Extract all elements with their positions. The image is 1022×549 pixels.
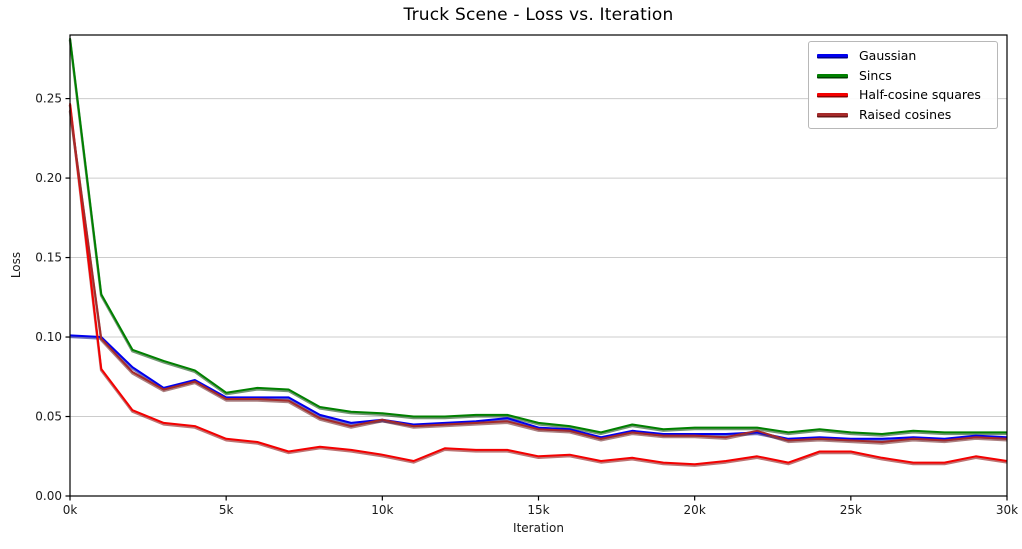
legend-label-sincs: Sincs — [859, 67, 892, 83]
series-line-shadow-raised-cosines — [68, 110, 1008, 445]
y-tick-label-0.20: 0.20 — [35, 171, 62, 185]
series-line-half-cosine-squares — [69, 103, 1008, 466]
series-line-shadow-sincs — [68, 39, 1007, 437]
x-tick-label-25k: 25k — [840, 503, 862, 517]
legend-entry-sincs: Sincs — [817, 66, 989, 84]
legend-label-half-cosine-squares: Half-cosine squares — [859, 87, 981, 103]
axis-tick-labels: 0k 5k 10k 15k 20k 25k 30k 0.00 0.05 0.10 0.15 0.20 0… — [35, 92, 1018, 517]
legend-entry-half-cosine-squares: Half-cosine squares — [817, 86, 989, 104]
x-tick-label-10k: 10k — [371, 503, 393, 517]
y-tick-label-0.05: 0.05 — [35, 410, 62, 424]
y-tick-label-0.25: 0.25 — [35, 92, 62, 106]
series-line-sincs — [69, 38, 1007, 435]
y-axis-label: Loss — [9, 251, 23, 279]
y-tick-label-0.15: 0.15 — [35, 251, 62, 265]
x-tick-label-30k: 30k — [996, 503, 1018, 517]
legend-line-swatch-gaussian — [817, 54, 848, 58]
legend-label-raised-cosines: Raised cosines — [859, 106, 952, 122]
legend: Gaussian Sincs Half-cosine squares Raised c… — [808, 41, 998, 129]
series-line-gaussian — [69, 334, 1008, 440]
x-axis-label: Iteration — [513, 521, 564, 535]
legend-label-gaussian: Gaussian — [859, 48, 917, 64]
y-tick-label-0.10: 0.10 — [35, 330, 62, 344]
legend-line-swatch-raised-cosines — [817, 112, 848, 116]
legend-entry-raised-cosines: Raised cosines — [817, 105, 989, 123]
gridlines — [70, 98, 1007, 418]
axis-ticks — [65, 97, 1008, 501]
y-tick-label-0.00: 0.00 — [35, 489, 62, 503]
x-tick-label-0k: 0k — [63, 503, 78, 517]
x-tick-label-20k: 20k — [684, 503, 706, 517]
x-tick-label-5k: 5k — [219, 503, 234, 517]
x-tick-label-15k: 15k — [527, 503, 549, 517]
legend-entry-gaussian: Gaussian — [817, 47, 989, 65]
series-line-raised-cosines — [69, 109, 1008, 443]
series-line-shadow-half-cosine-squares — [68, 104, 1008, 467]
legend-line-swatch-sincs — [817, 73, 848, 77]
legend-line-swatch-half-cosine-squares — [817, 93, 848, 97]
series-lines — [68, 38, 1008, 467]
chart-title: Truck Scene - Loss vs. Iteration — [403, 5, 674, 25]
